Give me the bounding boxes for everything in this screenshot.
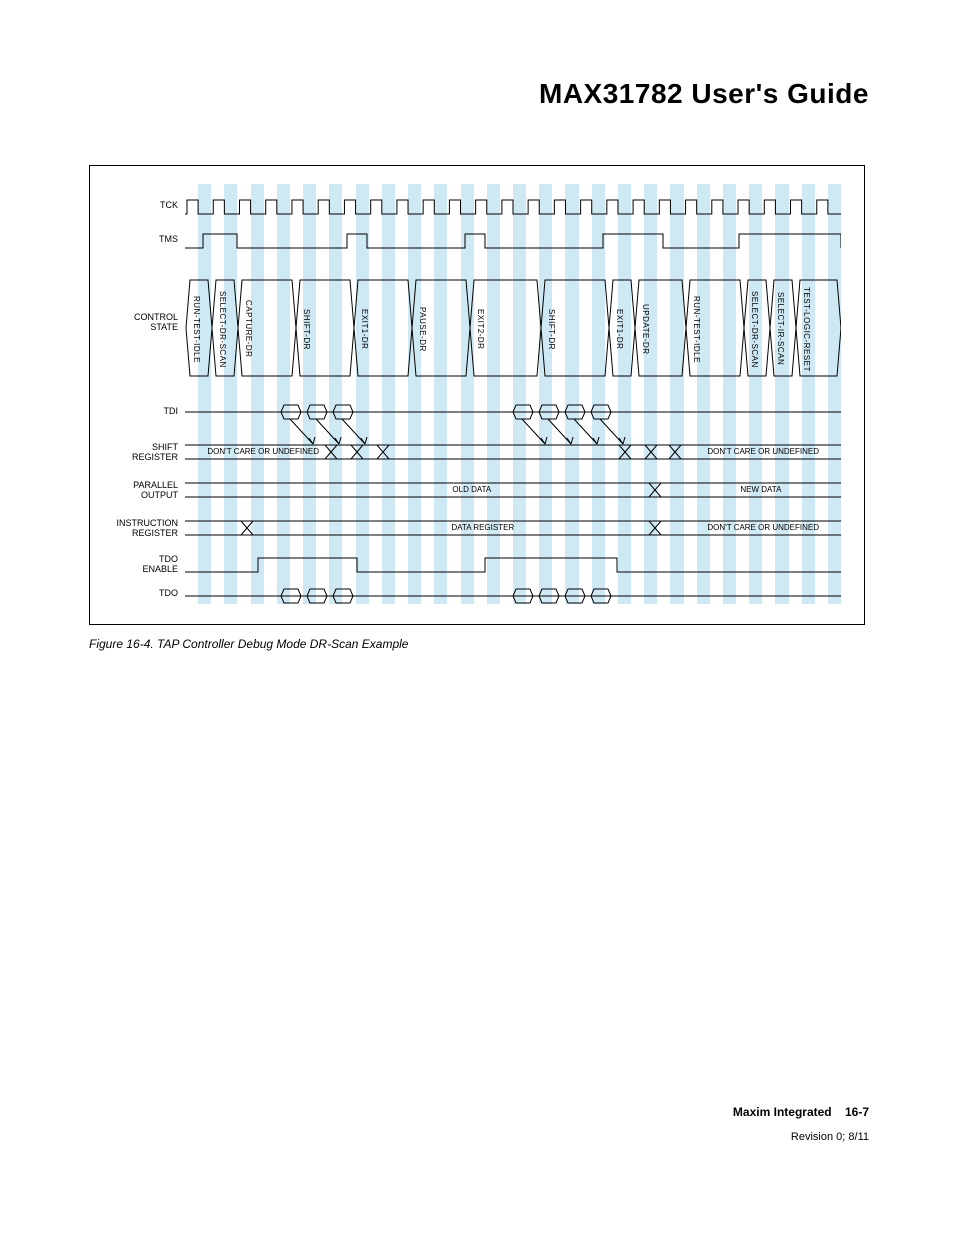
chart-area: RUN-TEST-IDLESELECT-DR-SCANCAPTURE-DRSHI… [185, 184, 841, 604]
timing-diagram-frame: RUN-TEST-IDLESELECT-DR-SCANCAPTURE-DRSHI… [89, 165, 865, 625]
row-label: TMS [90, 235, 178, 245]
row-label: PARALLELOUTPUT [90, 481, 178, 501]
footer-company-name: Maxim Integrated [733, 1105, 832, 1119]
footer-company: Maxim Integrated 16-7 [733, 1105, 869, 1119]
row-label: CONTROLSTATE [90, 313, 178, 333]
row-label: TDO [90, 589, 178, 599]
footer-page-number: 16-7 [845, 1105, 869, 1119]
waveform-svg [185, 184, 841, 604]
row-label: TCK [90, 201, 178, 211]
footer-revision: Revision 0; 8/11 [791, 1131, 869, 1143]
figure-caption: Figure 16-4. TAP Controller Debug Mode D… [89, 637, 408, 651]
row-label: INSTRUCTIONREGISTER [90, 519, 178, 539]
row-label: TDOENABLE [90, 555, 178, 575]
row-label: SHIFTREGISTER [90, 443, 178, 463]
page-title: MAX31782 User's Guide [539, 78, 869, 110]
row-label: TDI [90, 407, 178, 417]
